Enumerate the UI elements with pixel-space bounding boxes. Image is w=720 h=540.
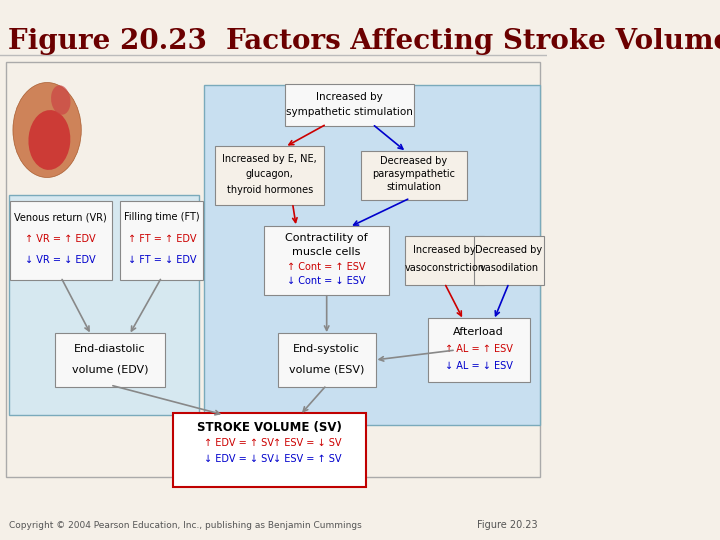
Text: ↑ AL = ↑ ESV: ↑ AL = ↑ ESV [445, 344, 513, 354]
Text: stimulation: stimulation [387, 182, 441, 192]
Text: glucagon,: glucagon, [246, 169, 294, 179]
FancyBboxPatch shape [278, 333, 376, 387]
Text: Increased by: Increased by [413, 245, 476, 255]
Text: ↑ Cont = ↑ ESV: ↑ Cont = ↑ ESV [287, 261, 366, 272]
Text: Filling time (FT): Filling time (FT) [124, 213, 199, 222]
Ellipse shape [13, 83, 81, 178]
FancyBboxPatch shape [6, 62, 540, 477]
Text: volume (EDV): volume (EDV) [72, 364, 148, 374]
Text: Decreased by: Decreased by [380, 157, 448, 166]
FancyBboxPatch shape [405, 235, 484, 285]
Text: ↓ FT = ↓ EDV: ↓ FT = ↓ EDV [127, 255, 196, 265]
Text: sympathetic stimulation: sympathetic stimulation [286, 107, 413, 117]
Text: muscle cells: muscle cells [292, 247, 361, 257]
Text: Decreased by: Decreased by [475, 245, 543, 255]
Text: Increased by: Increased by [316, 92, 383, 102]
Ellipse shape [51, 85, 71, 114]
FancyBboxPatch shape [9, 195, 199, 415]
Text: End-diastolic: End-diastolic [74, 344, 146, 354]
FancyBboxPatch shape [55, 333, 165, 387]
FancyBboxPatch shape [120, 200, 203, 280]
Text: ↓ AL = ↓ ESV: ↓ AL = ↓ ESV [445, 361, 513, 372]
Text: vasoconstriction: vasoconstriction [405, 263, 485, 273]
Text: ↑ VR = ↑ EDV: ↑ VR = ↑ EDV [25, 234, 96, 244]
Ellipse shape [28, 110, 71, 170]
Text: Venous return (VR): Venous return (VR) [14, 213, 107, 222]
FancyBboxPatch shape [361, 151, 467, 199]
Text: STROKE VOLUME (SV): STROKE VOLUME (SV) [197, 421, 342, 434]
Text: ↓ Cont = ↓ ESV: ↓ Cont = ↓ ESV [287, 276, 366, 286]
Text: ↑ ESV = ↓ SV: ↑ ESV = ↓ SV [274, 438, 342, 448]
Text: vasodilation: vasodilation [480, 263, 539, 273]
Text: ↓ EDV = ↓ SV: ↓ EDV = ↓ SV [204, 454, 274, 464]
Text: ↑ FT = ↑ EDV: ↑ FT = ↑ EDV [127, 234, 196, 244]
Text: Copyright © 2004 Pearson Education, Inc., publishing as Benjamin Cummings: Copyright © 2004 Pearson Education, Inc.… [9, 521, 362, 530]
Text: ↑ EDV = ↑ SV: ↑ EDV = ↑ SV [204, 438, 274, 448]
FancyBboxPatch shape [10, 200, 112, 280]
Text: thyroid hormones: thyroid hormones [227, 185, 312, 195]
FancyBboxPatch shape [174, 413, 366, 487]
Text: End-systolic: End-systolic [293, 344, 360, 354]
Text: ↓ VR = ↓ EDV: ↓ VR = ↓ EDV [25, 255, 96, 265]
FancyBboxPatch shape [264, 226, 389, 294]
FancyBboxPatch shape [204, 85, 540, 425]
FancyBboxPatch shape [474, 235, 544, 285]
Text: Figure 20.23: Figure 20.23 [477, 520, 538, 530]
Text: parasympathetic: parasympathetic [372, 170, 456, 179]
Text: volume (ESV): volume (ESV) [289, 364, 364, 374]
FancyBboxPatch shape [428, 318, 529, 382]
FancyBboxPatch shape [215, 145, 325, 205]
Text: Increased by E, NE,: Increased by E, NE, [222, 153, 317, 164]
Text: Contractility of: Contractility of [285, 233, 368, 242]
Text: Figure 20.23  Factors Affecting Stroke Volume: Figure 20.23 Factors Affecting Stroke Vo… [8, 28, 720, 55]
Text: ↓ ESV = ↑ SV: ↓ ESV = ↑ SV [274, 454, 342, 464]
FancyBboxPatch shape [285, 84, 414, 126]
Text: Afterload: Afterload [454, 327, 504, 337]
